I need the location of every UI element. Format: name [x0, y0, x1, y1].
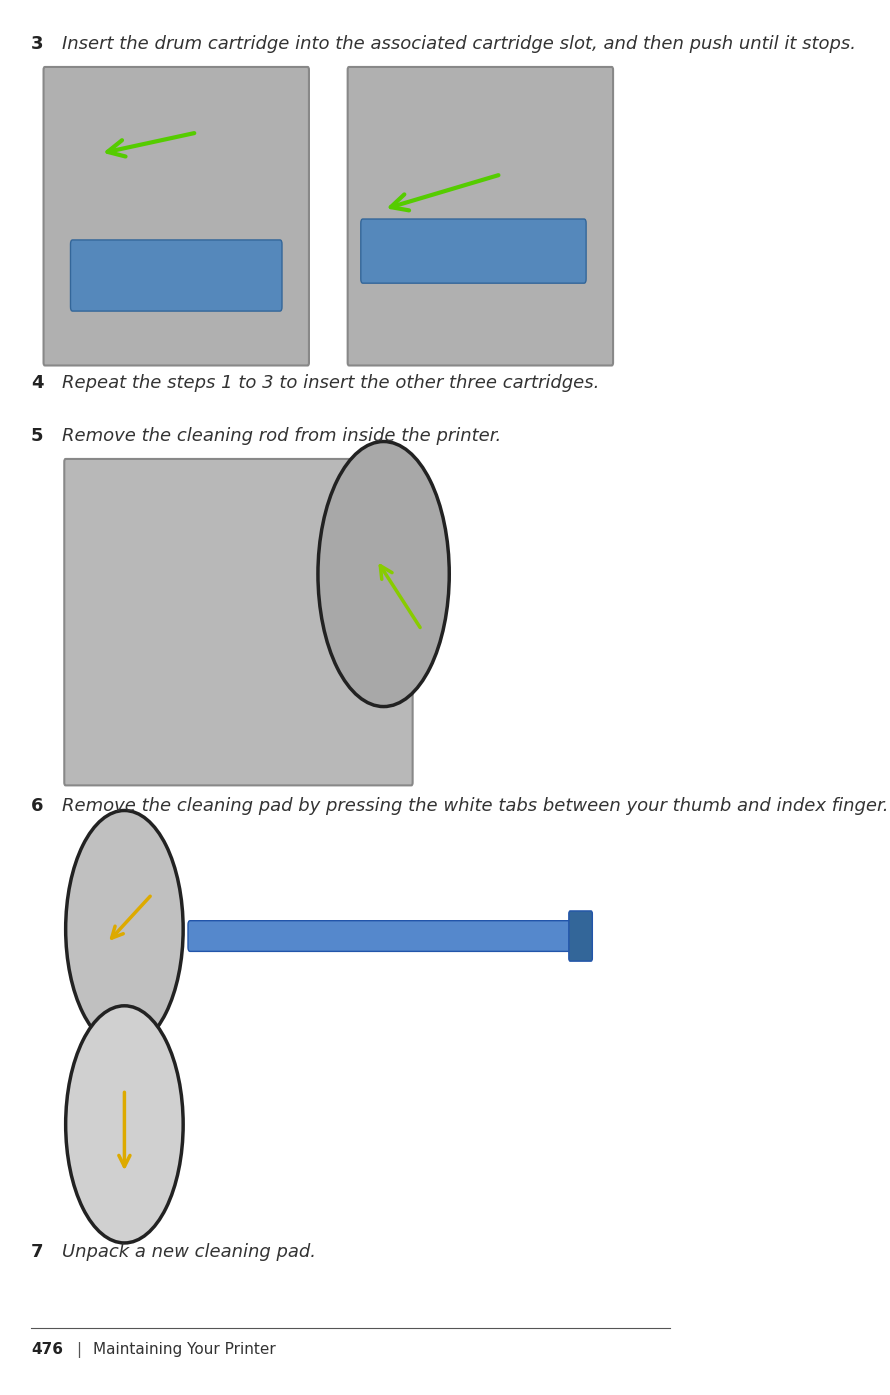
Text: Remove the cleaning rod from inside the printer.: Remove the cleaning rod from inside the … [62, 427, 501, 445]
Text: Remove the cleaning pad by pressing the white tabs between your thumb and index : Remove the cleaning pad by pressing the … [62, 797, 889, 815]
FancyBboxPatch shape [569, 911, 593, 961]
FancyBboxPatch shape [188, 921, 572, 951]
Text: 6: 6 [31, 797, 44, 815]
FancyBboxPatch shape [44, 67, 309, 365]
Circle shape [66, 1006, 183, 1243]
Text: Insert the drum cartridge into the associated cartridge slot, and then push unti: Insert the drum cartridge into the assoc… [62, 35, 856, 53]
Text: 7: 7 [31, 1243, 44, 1261]
FancyBboxPatch shape [360, 219, 587, 283]
Circle shape [66, 810, 183, 1048]
Text: 4: 4 [31, 374, 44, 392]
Text: |: | [76, 1342, 81, 1357]
Text: Repeat the steps 1 to 3 to insert the other three cartridges.: Repeat the steps 1 to 3 to insert the ot… [62, 374, 600, 392]
Text: 476: 476 [31, 1342, 63, 1357]
Circle shape [318, 441, 449, 707]
Text: Maintaining Your Printer: Maintaining Your Printer [93, 1342, 276, 1357]
FancyBboxPatch shape [64, 459, 413, 785]
FancyBboxPatch shape [348, 67, 613, 365]
Text: Unpack a new cleaning pad.: Unpack a new cleaning pad. [62, 1243, 316, 1261]
FancyBboxPatch shape [70, 240, 282, 311]
Text: 3: 3 [31, 35, 44, 53]
Text: 5: 5 [31, 427, 44, 445]
